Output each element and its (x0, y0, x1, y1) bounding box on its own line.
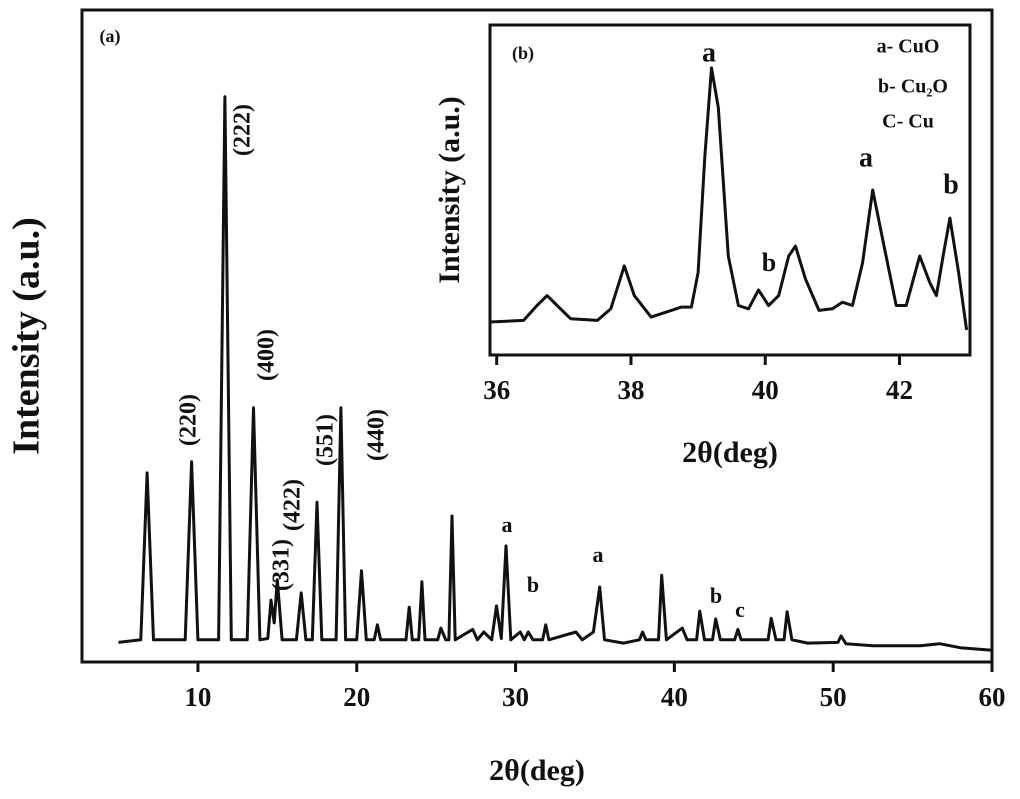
x-tick-label: 36 (483, 375, 510, 405)
annotation: c (735, 597, 745, 622)
annotation: (b) (512, 43, 534, 64)
xrd-line (489, 66, 969, 331)
x-tick-label: 50 (820, 682, 847, 712)
x-axis-label: 2θ(deg) (682, 436, 778, 469)
annotation: a (702, 37, 716, 68)
x-tick-label: 60 (979, 682, 1006, 712)
annotation: (331) (269, 539, 295, 591)
annotation: a- CuO (877, 36, 940, 58)
annotation: b (762, 248, 776, 277)
annotation: a (502, 512, 513, 537)
x-tick-label: 42 (886, 375, 913, 405)
x-tick-label: 20 (343, 682, 370, 712)
annotation: b (527, 572, 539, 597)
x-tick-label: 30 (502, 682, 529, 712)
annotation: b (943, 169, 959, 200)
x-tick-label: 38 (617, 375, 644, 405)
x-tick-label: 40 (752, 375, 779, 405)
plot-frame (488, 23, 972, 357)
y-axis-label: Intensity (a.u.) (433, 96, 466, 284)
annotation: a (859, 142, 873, 173)
xrd-line (118, 95, 993, 652)
x-tick-label: 40 (661, 682, 688, 712)
annotation: (422) (280, 479, 306, 531)
annotation: (a) (100, 26, 121, 47)
annotation: (551) (313, 414, 339, 466)
annotation: a (593, 542, 604, 567)
annotation: b- Cu₂O (878, 76, 948, 98)
annotation: (400) (254, 329, 280, 381)
annotation: (220) (176, 394, 202, 446)
annotation: (222) (230, 104, 256, 156)
x-axis-label: 2θ(deg) (489, 754, 585, 787)
y-axis-label: Intensity (a.u.) (6, 217, 48, 455)
x-tick-label: 10 (184, 682, 211, 712)
annotation: b (710, 583, 722, 608)
annotation: (440) (364, 409, 390, 461)
annotation: C- Cu (882, 111, 934, 133)
